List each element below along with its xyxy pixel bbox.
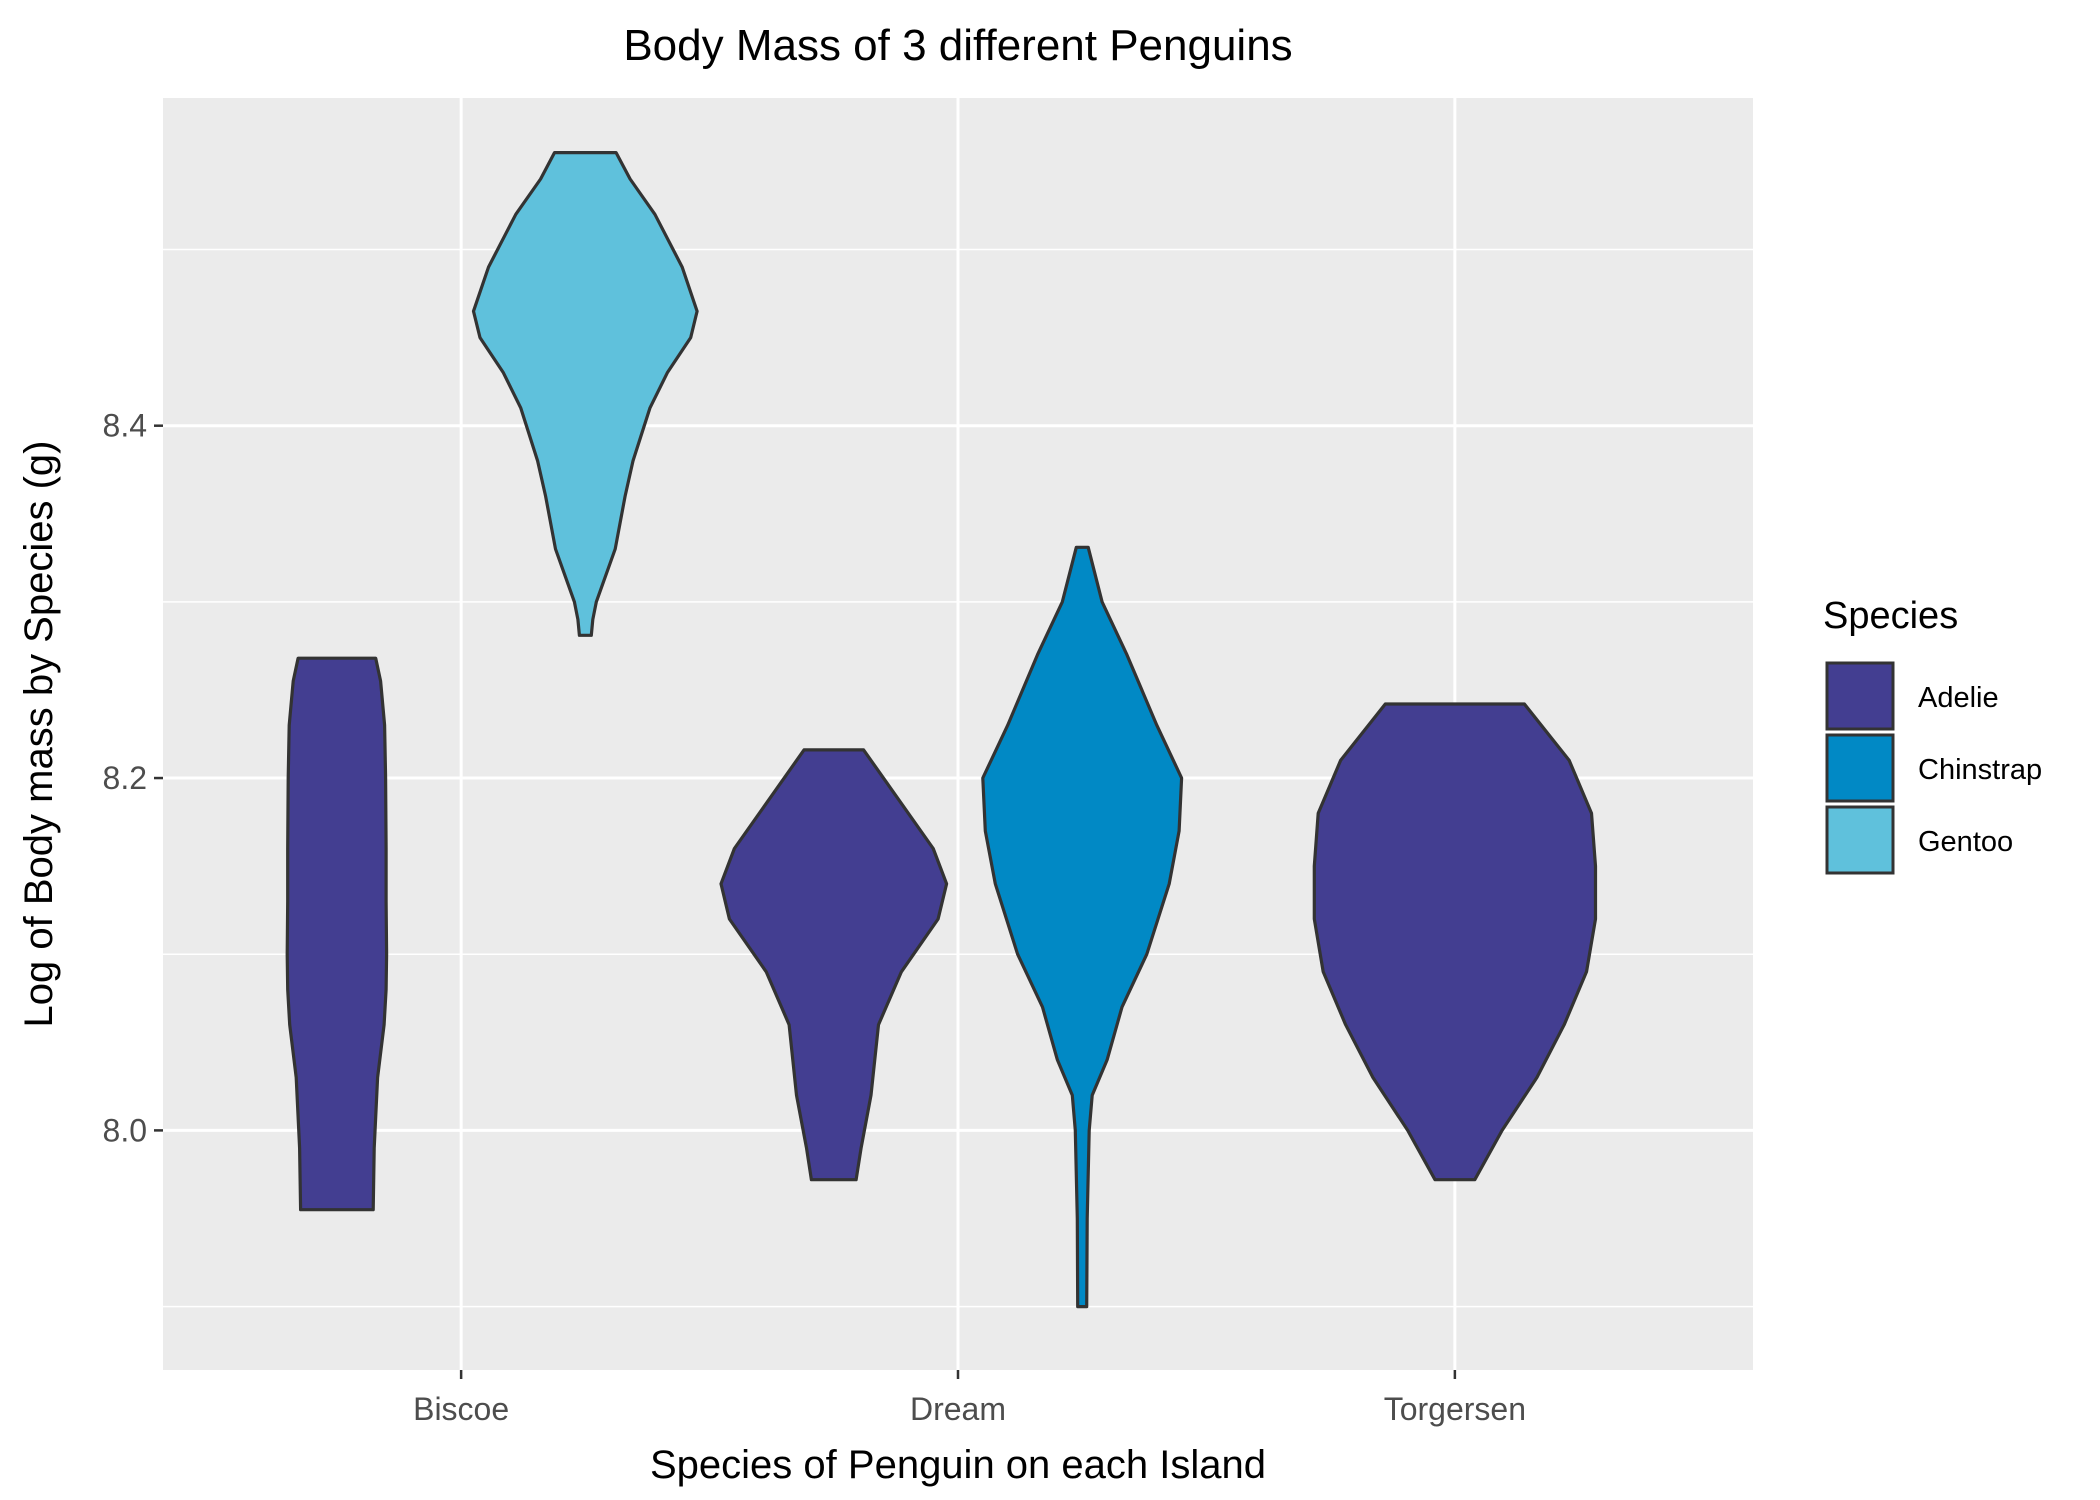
legend-label-gentoo: Gentoo (1918, 826, 2013, 858)
legend-key-gentoo (1825, 805, 1895, 875)
legend-label-adelie: Adelie (1918, 682, 1999, 714)
y-tick-label: 8.0 (103, 1112, 147, 1148)
y-axis-title: Log of Body mass by Species (g) (17, 441, 61, 1028)
y-tick-label: 8.2 (103, 760, 147, 796)
violin-chinstrap-dream (981, 545, 1184, 1309)
x-tick-label: Torgersen (1384, 1391, 1526, 1427)
legend-key-chinstrap (1825, 733, 1895, 803)
x-axis-title: Species of Penguin on each Island (650, 1443, 1266, 1487)
x-tick-label: Biscoe (413, 1391, 509, 1427)
x-axis: Biscoe Dream Torgersen (413, 1370, 1526, 1427)
x-tick-label: Dream (910, 1391, 1006, 1427)
violin-gentoo-biscoe (471, 151, 699, 637)
y-axis: 8.0 8.2 8.4 (103, 408, 163, 1148)
legend-key-adelie (1825, 661, 1895, 731)
violin-adelie-torgersen (1312, 702, 1598, 1182)
y-tick-label: 8.4 (103, 408, 147, 444)
legend-items: Adelie Chinstrap Gentoo (1825, 661, 2042, 875)
violins-layer (285, 151, 1598, 1309)
violin-adelie-dream (719, 748, 949, 1182)
legend-title: Species (1823, 595, 1958, 637)
violin-adelie-biscoe (285, 656, 389, 1212)
chart-title: Body Mass of 3 different Penguins (623, 21, 1292, 70)
legend: Species Adelie Chinstrap Gentoo (1823, 595, 2042, 875)
legend-label-chinstrap: Chinstrap (1918, 754, 2042, 786)
